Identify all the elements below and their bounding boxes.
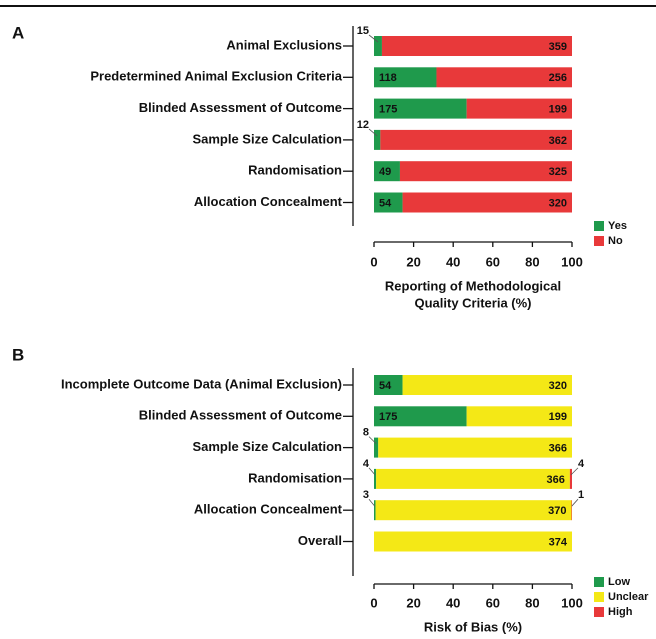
data-label: 8 [363, 427, 369, 439]
data-label: 199 [549, 104, 567, 116]
bar-segment [466, 406, 572, 427]
category-label: Blinded Assessment of Outcome [139, 100, 342, 115]
data-label: 1 [578, 489, 584, 501]
legend-swatch [594, 607, 604, 617]
data-label: 320 [549, 380, 567, 392]
bar-segment [374, 98, 467, 119]
data-label: 54 [379, 197, 392, 209]
bar-segment [374, 375, 403, 395]
label-leader [570, 467, 579, 476]
data-label: 3 [363, 489, 369, 501]
data-label: 366 [547, 474, 565, 486]
data-label: 4 [363, 458, 370, 470]
legend-swatch [594, 592, 604, 602]
category-label: Randomisation [248, 163, 342, 178]
category-label: Randomisation [248, 470, 342, 485]
panel-label: B [12, 345, 24, 364]
bar-segment [399, 161, 572, 182]
data-label: 366 [549, 443, 567, 455]
label-leader [571, 498, 579, 507]
x-tick-label: 100 [561, 595, 583, 610]
bar-segment [466, 98, 572, 119]
bar-segment [374, 192, 403, 213]
x-tick-label: 60 [486, 595, 500, 610]
bar-segment [569, 468, 572, 489]
data-label: 15 [357, 25, 369, 37]
data-label: 359 [549, 41, 567, 53]
category-label: Blinded Assessment of Outcome [139, 408, 342, 423]
category-label: Allocation Concealment [194, 194, 343, 209]
legend-label: Low [608, 576, 630, 588]
x-tick-label: 40 [446, 595, 460, 610]
bar-segment [374, 500, 376, 521]
bar-segment [376, 468, 570, 489]
bar-segment [381, 36, 572, 56]
category-label: Allocation Concealment [194, 502, 343, 517]
legend-label: No [608, 235, 623, 247]
x-tick-label: 80 [525, 254, 539, 269]
bar-segment [402, 192, 572, 213]
data-label: 12 [357, 119, 369, 131]
bar-segment [374, 406, 467, 427]
x-tick-label: 0 [370, 254, 377, 269]
x-tick-label: 20 [406, 254, 420, 269]
category-label: Sample Size Calculation [192, 439, 342, 454]
data-label: 256 [549, 72, 567, 84]
data-label: 118 [379, 72, 397, 84]
data-label: 199 [549, 411, 567, 423]
category-label: Animal Exclusions [226, 37, 342, 52]
bar-segment [375, 500, 572, 521]
x-axis-label: Risk of Bias (%) [424, 619, 522, 634]
bar-segment [374, 161, 400, 182]
data-label: 362 [549, 135, 567, 147]
x-tick-label: 0 [370, 595, 377, 610]
legend-swatch [594, 236, 604, 246]
x-tick-label: 40 [446, 254, 460, 269]
bar-segment [380, 129, 572, 150]
data-label: 54 [379, 380, 392, 392]
label-leader [368, 467, 376, 476]
bar-segment [374, 468, 377, 489]
data-label: 175 [379, 104, 397, 116]
x-tick-label: 60 [486, 254, 500, 269]
label-leader [368, 34, 379, 43]
bar-segment [374, 67, 437, 88]
bar-segment [436, 67, 572, 88]
category-label: Overall [298, 533, 342, 548]
legend-swatch [594, 577, 604, 587]
legend-label: Unclear [608, 591, 649, 603]
data-label: 374 [549, 536, 568, 548]
data-label: 370 [548, 505, 566, 517]
legend-label: High [608, 606, 633, 618]
legend-swatch [594, 221, 604, 231]
legend-label: Yes [608, 220, 627, 232]
panel-label: A [12, 23, 24, 42]
category-label: Sample Size Calculation [192, 131, 342, 146]
category-label: Incomplete Outcome Data (Animal Exclusio… [61, 376, 342, 391]
x-axis-label: Quality Criteria (%) [414, 295, 531, 310]
data-label: 49 [379, 166, 391, 178]
bar-segment [374, 129, 381, 150]
label-leader [368, 498, 376, 507]
x-axis-label: Reporting of Methodological [385, 278, 561, 293]
bar-segment [571, 500, 572, 521]
data-label: 175 [379, 411, 397, 423]
bar-segment [402, 375, 572, 395]
category-label: Predetermined Animal Exclusion Criteria [90, 69, 342, 84]
x-tick-label: 100 [561, 254, 583, 269]
x-tick-label: 20 [406, 595, 420, 610]
bar-segment [378, 437, 572, 458]
data-label: 320 [549, 197, 567, 209]
bar-segment [374, 437, 379, 458]
data-label: 325 [549, 166, 567, 178]
label-leader [368, 436, 377, 444]
bar-segment [374, 531, 572, 552]
label-leader [368, 128, 378, 137]
x-tick-label: 80 [525, 595, 539, 610]
data-label: 4 [578, 458, 585, 470]
bar-segment [374, 36, 382, 56]
